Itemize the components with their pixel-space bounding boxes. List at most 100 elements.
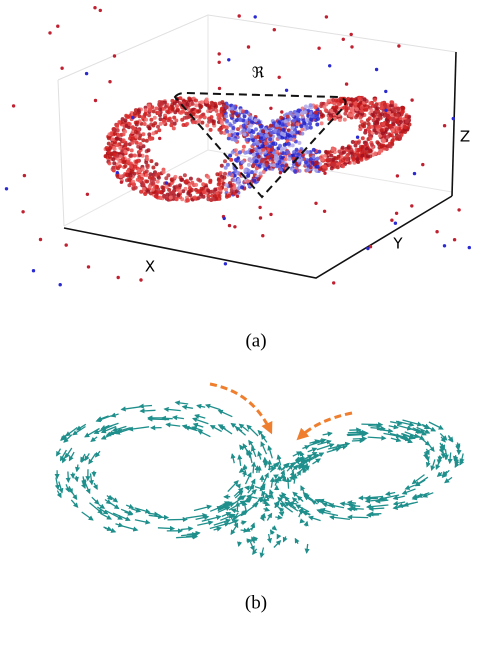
stray-point [21,210,25,214]
vector [312,438,327,444]
point [233,148,238,153]
point [190,101,195,106]
stray-point [22,173,27,178]
point [297,140,302,145]
vector [307,452,318,458]
point [281,128,286,132]
vector [240,509,247,517]
vector [221,511,232,517]
vector [328,514,350,521]
point [152,177,157,182]
point [251,138,256,143]
point [186,191,191,196]
point [228,153,233,158]
point [241,128,246,133]
point [251,152,256,157]
vector [414,476,429,486]
vector [269,476,275,488]
point [400,110,405,115]
vector [262,461,269,467]
vector [73,475,79,483]
point [253,118,258,123]
point [118,145,123,150]
vector [249,541,255,552]
vector [106,494,113,501]
point [138,146,143,150]
point [315,164,320,169]
vector [185,513,208,519]
vector [213,518,231,526]
point [219,118,224,123]
point [291,118,296,123]
point [114,136,119,141]
vector [357,495,377,501]
point [359,105,364,110]
point [359,119,364,124]
point [112,161,117,166]
point [373,121,378,126]
point [287,157,292,162]
point [322,104,327,109]
vector [240,520,247,526]
point [144,138,149,143]
point [375,117,380,122]
vector [227,480,239,493]
point [216,182,221,187]
vector [436,471,443,477]
point [362,97,367,102]
vector [186,530,201,536]
point [115,143,120,148]
point [202,115,207,120]
point [145,163,150,168]
vector [291,464,298,473]
point [174,197,179,202]
vector [58,481,64,494]
point [128,133,133,138]
point [154,106,159,111]
vector [103,526,113,532]
point [375,106,380,111]
vector [392,504,409,510]
vector [294,537,300,545]
stray-point [235,194,240,198]
vector [276,533,282,540]
vector [268,463,279,469]
point [258,124,263,129]
point [111,165,116,170]
vector [299,450,306,461]
point [349,148,354,152]
vector [269,461,280,473]
point [148,191,153,196]
point [216,112,220,117]
vector [233,519,239,529]
point [404,114,409,119]
point [230,150,235,155]
vector [98,503,106,509]
vector [308,515,321,522]
vector [332,444,348,451]
point [219,106,224,111]
vector [459,453,465,464]
vector [262,456,268,468]
point [186,198,190,203]
point [398,116,403,121]
vector [302,445,310,450]
vector [197,430,211,438]
stray-point [253,15,257,19]
point [170,107,175,112]
point [364,146,369,151]
point [224,187,228,192]
vector [390,437,402,443]
point [201,194,206,199]
vector [219,425,233,435]
vector [165,422,181,428]
point [367,149,372,154]
stray-point [374,67,379,72]
vector [444,476,453,484]
point [251,163,256,168]
vector [288,500,297,507]
vector [65,484,70,493]
point [389,133,394,138]
point [107,161,112,166]
point [236,171,241,175]
